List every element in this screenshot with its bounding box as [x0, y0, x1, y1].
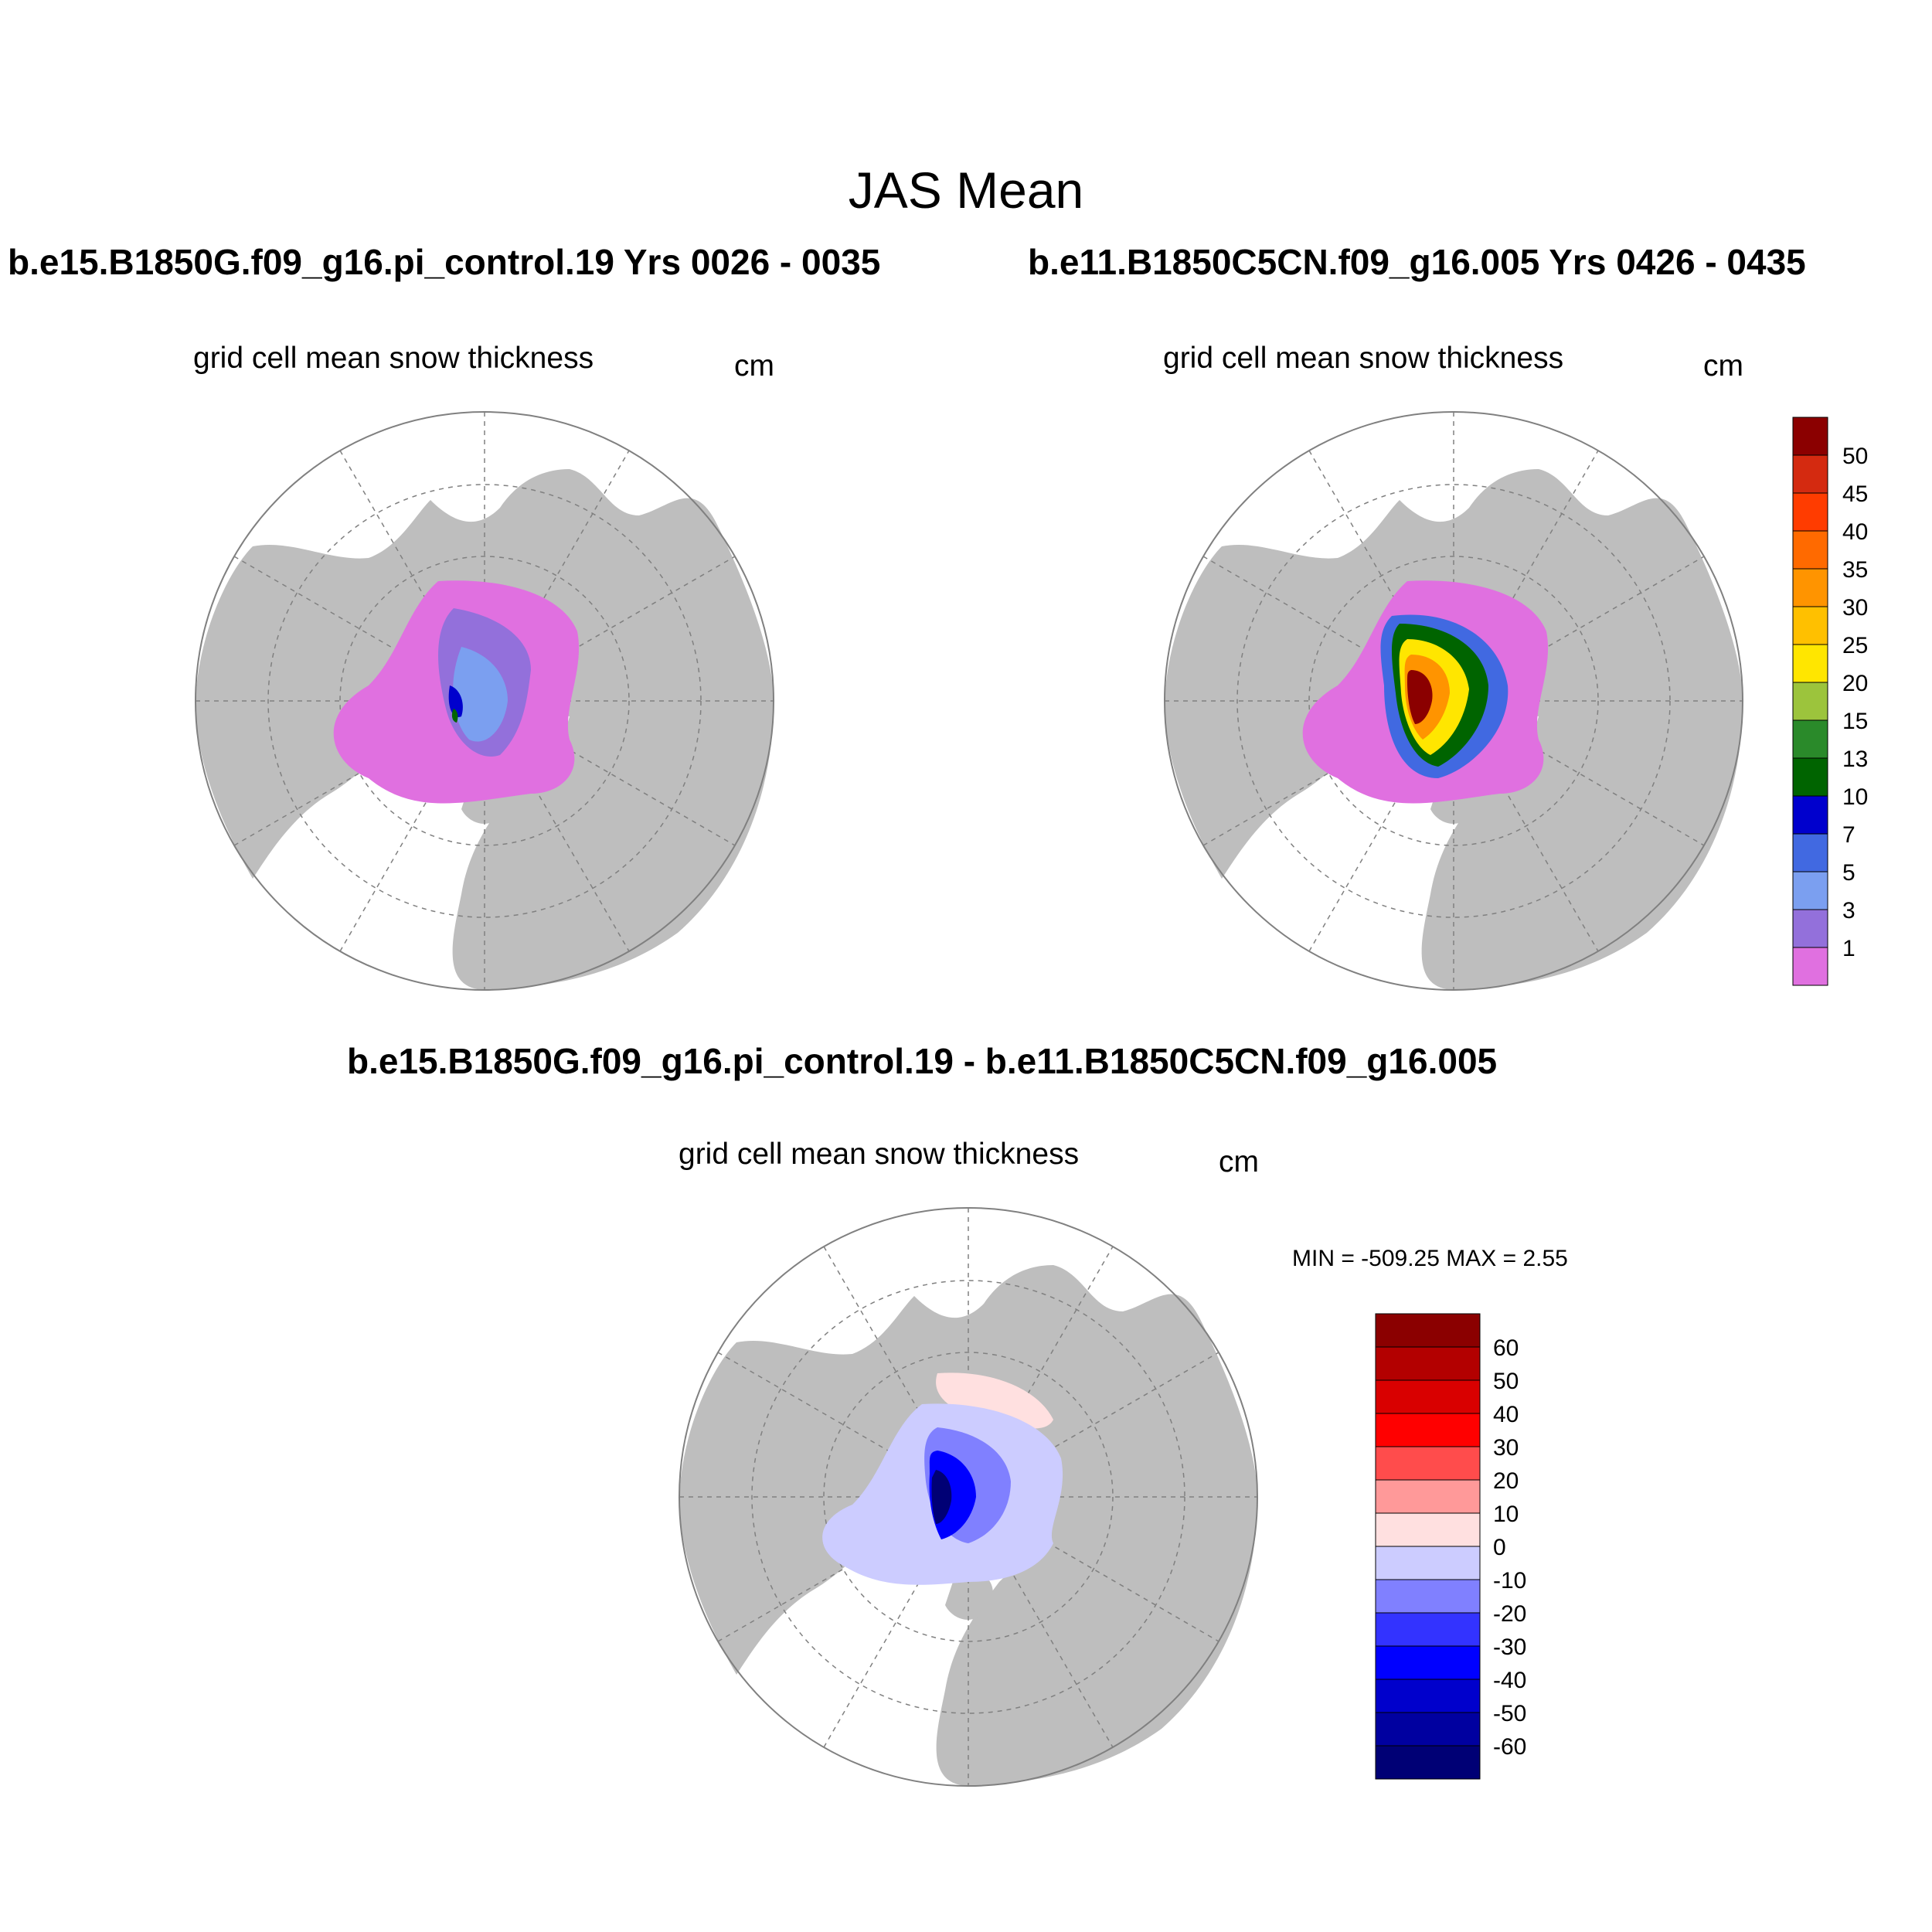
- difference-colorbar-swatch: [1375, 1446, 1481, 1481]
- right-polar-map: [1164, 411, 1743, 991]
- left-snow-13cm-region: [451, 709, 458, 723]
- left-units-label: cm: [734, 349, 774, 383]
- thickness-colorbar-tick-label: 10: [1842, 784, 1868, 810]
- thickness-colorbar-tick-label: 50: [1842, 444, 1868, 469]
- left-snow-10cm-region: [448, 685, 463, 717]
- thickness-colorbar-swatch: [1792, 871, 1828, 910]
- difference-colorbar-tick-label: -40: [1493, 1668, 1526, 1693]
- difference-colorbar-swatch: [1375, 1745, 1481, 1780]
- left-variable-label: grid cell mean snow thickness: [193, 342, 594, 375]
- difference-colorbar-swatch: [1375, 1379, 1481, 1414]
- thickness-colorbar-tick-label: 1: [1842, 936, 1855, 961]
- thickness-colorbar-swatch: [1792, 719, 1828, 759]
- difference-colorbar-tick-label: -50: [1493, 1701, 1526, 1726]
- difference-colorbar-swatch: [1375, 1413, 1481, 1447]
- thickness-colorbar-tick-label: 20: [1842, 671, 1868, 696]
- difference-colorbar: 60 50 40 30 20 10 0 -10 -20 -30 -40 -50 -60: [1375, 1313, 1526, 1780]
- difference-colorbar-tick-label: 30: [1493, 1435, 1519, 1461]
- thickness-colorbar-swatch: [1792, 644, 1828, 683]
- difference-colorbar-tick-label: 10: [1493, 1502, 1519, 1527]
- difference-colorbar-tick-label: -10: [1493, 1568, 1526, 1594]
- left-polar-map: [195, 411, 774, 991]
- difference-colorbar-swatch: [1375, 1512, 1481, 1547]
- thickness-colorbar-swatch: [1792, 833, 1828, 872]
- thickness-colorbar-tick-label: 25: [1842, 633, 1868, 658]
- thickness-colorbar-tick-label: 15: [1842, 709, 1868, 734]
- diff-positive-0-10-region: [936, 1372, 1053, 1429]
- thickness-colorbar-swatch: [1792, 682, 1828, 721]
- difference-colorbar-tick-label: 0: [1493, 1535, 1506, 1560]
- thickness-colorbar-tick-label: 30: [1842, 595, 1868, 621]
- thickness-colorbar-swatch: [1792, 757, 1828, 797]
- diff-negative-60-region: [931, 1470, 952, 1524]
- right-units-label: cm: [1703, 349, 1743, 383]
- right-snow-50cm-region: [1407, 670, 1433, 724]
- diff-units-label: cm: [1219, 1145, 1259, 1179]
- thickness-colorbar-swatch: [1792, 417, 1828, 456]
- thickness-colorbar-tick-label: 45: [1842, 481, 1868, 507]
- difference-colorbar-swatch: [1375, 1612, 1481, 1647]
- difference-colorbar-tick-label: -60: [1493, 1734, 1526, 1760]
- thickness-colorbar-swatch: [1792, 492, 1828, 532]
- difference-colorbar-swatch: [1375, 1546, 1481, 1580]
- diff-min-max-stats: MIN = -509.25 MAX = 2.55: [1292, 1246, 1568, 1271]
- right-variable-label: grid cell mean snow thickness: [1163, 342, 1564, 375]
- difference-colorbar-tick-label: 40: [1493, 1402, 1519, 1427]
- thickness-colorbar-swatch: [1792, 947, 1828, 986]
- thickness-colorbar-tick-label: 5: [1842, 860, 1855, 886]
- difference-colorbar-tick-label: 60: [1493, 1335, 1519, 1361]
- difference-colorbar-tick-label: 50: [1493, 1369, 1519, 1394]
- figure-title: JAS Mean: [848, 162, 1084, 219]
- difference-colorbar-swatch: [1375, 1712, 1481, 1747]
- difference-colorbar-swatch: [1375, 1579, 1481, 1614]
- thickness-colorbar-swatch: [1792, 909, 1828, 948]
- thickness-colorbar-tick-label: 3: [1842, 898, 1855, 923]
- diff-case-title: b.e15.B1850G.f09_g16.pi_control.19 - b.e…: [347, 1041, 1498, 1081]
- difference-colorbar-tick-label: -30: [1493, 1634, 1526, 1660]
- diff-polar-map: [679, 1207, 1258, 1787]
- difference-colorbar-tick-label: 20: [1493, 1468, 1519, 1494]
- difference-colorbar-swatch: [1375, 1679, 1481, 1713]
- thickness-colorbar-tick-label: 7: [1842, 822, 1855, 848]
- thickness-colorbar: 50 45 40 35 30 25 20 15 13 10 7 5 3 1: [1792, 417, 1868, 986]
- difference-colorbar-swatch: [1375, 1313, 1481, 1348]
- right-case-title: b.e11.B1850C5CN.f09_g16.005 Yrs 0426 - 0…: [1028, 242, 1806, 282]
- thickness-colorbar-tick-label: 40: [1842, 519, 1868, 545]
- difference-colorbar-swatch: [1375, 1645, 1481, 1680]
- difference-colorbar-tick-label: -20: [1493, 1601, 1526, 1627]
- thickness-colorbar-swatch: [1792, 454, 1828, 494]
- thickness-colorbar-swatch: [1792, 795, 1828, 835]
- thickness-colorbar-swatch: [1792, 606, 1828, 645]
- thickness-colorbar-swatch: [1792, 568, 1828, 607]
- left-case-title: b.e15.B1850G.f09_g16.pi_control.19 Yrs 0…: [8, 242, 881, 282]
- diff-variable-label: grid cell mean snow thickness: [679, 1138, 1080, 1171]
- difference-colorbar-swatch: [1375, 1479, 1481, 1514]
- thickness-colorbar-swatch: [1792, 530, 1828, 570]
- thickness-colorbar-tick-label: 13: [1842, 747, 1868, 772]
- thickness-colorbar-tick-label: 35: [1842, 557, 1868, 583]
- left-snow-5cm-region: [453, 647, 508, 742]
- difference-colorbar-swatch: [1375, 1346, 1481, 1381]
